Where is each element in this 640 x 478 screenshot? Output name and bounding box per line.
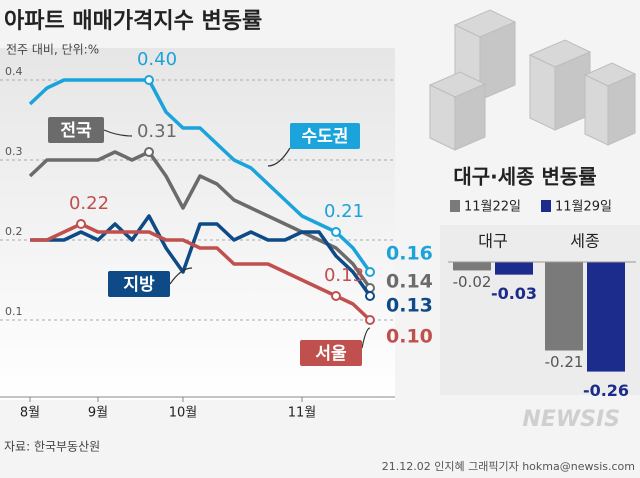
legend-swatch — [541, 200, 551, 212]
point-marker — [144, 75, 154, 85]
series-line — [28, 150, 372, 290]
series-line — [28, 78, 372, 274]
point-marker — [365, 291, 375, 301]
point-marker — [331, 227, 341, 237]
legend-pointer — [267, 147, 291, 167]
series-line — [30, 214, 372, 298]
logo: NEWSIS — [522, 407, 620, 432]
x-tick-label: 8월 — [20, 406, 40, 421]
legend-swatch — [450, 200, 460, 212]
y-tick-label: 0.2 — [5, 225, 23, 238]
bar-value-label: -0.26 — [583, 381, 629, 400]
source: 자료: 한국부동산원 — [4, 440, 100, 454]
bar-value-label: -0.21 — [545, 353, 584, 371]
legend-box — [290, 123, 360, 149]
legend-box — [48, 117, 104, 143]
category-label: 대구 — [478, 232, 507, 251]
value-label: 0.13 — [386, 295, 433, 317]
value-label: 0.31 — [137, 121, 177, 142]
bar-title: 대구·세종 변동률 — [453, 165, 596, 189]
x-tick-label: 9월 — [88, 406, 108, 421]
x-tick-label: 10월 — [169, 406, 198, 421]
y-tick-label: 0.4 — [5, 65, 23, 78]
bar — [453, 262, 491, 271]
credit: 21.12.02 인지혜 그래픽기자 hokma@newsis.com — [382, 460, 635, 473]
y-tick-label: 0.1 — [5, 305, 23, 318]
value-label: 0.10 — [386, 326, 433, 348]
y-tick-label: 0.3 — [5, 145, 23, 158]
point-marker — [365, 315, 375, 325]
value-label: 0.14 — [386, 271, 433, 293]
legend-label: 서울 — [315, 344, 347, 364]
point-marker — [365, 267, 375, 277]
value-label: 0.16 — [386, 243, 433, 265]
series-line — [30, 222, 372, 322]
legend-box — [108, 271, 170, 297]
legend-label: 11월29일 — [555, 200, 612, 215]
title: 아파트 매매가격지수 변동률 — [4, 9, 262, 34]
bar — [587, 262, 625, 372]
legend-label: 전국 — [60, 121, 92, 141]
category-label: 세종 — [570, 232, 599, 251]
legend-pointer — [169, 267, 193, 285]
x-tick-label: 11월 — [288, 406, 317, 421]
legend-pointer — [103, 129, 133, 137]
legend-label: 11월22일 — [464, 200, 521, 215]
legend-label: 수도권 — [302, 127, 349, 147]
legend-label: 지방 — [123, 275, 155, 295]
bar — [545, 262, 583, 351]
value-label: 0.40 — [137, 49, 177, 70]
buildings — [428, 9, 637, 151]
point-marker — [76, 219, 86, 229]
bar — [495, 262, 533, 275]
legend-pointer — [361, 327, 371, 349]
legend-box — [300, 340, 362, 366]
point-marker — [331, 291, 341, 301]
bar-value-label: -0.02 — [453, 273, 492, 291]
subtitle: 전주 대비, 단위:% — [6, 43, 99, 57]
point-marker — [144, 147, 154, 157]
value-label: 0.22 — [69, 193, 109, 214]
value-label: 0.21 — [324, 201, 364, 222]
value-label: 0.13 — [324, 265, 364, 286]
bar-value-label: -0.03 — [491, 284, 537, 303]
